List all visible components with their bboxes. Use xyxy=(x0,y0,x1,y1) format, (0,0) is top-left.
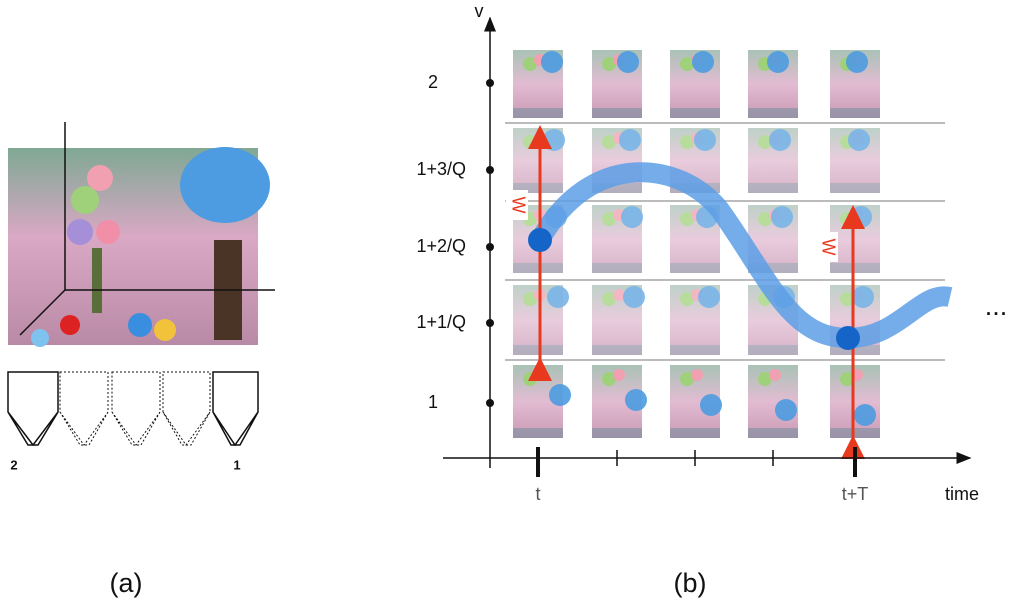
y-tick-dot xyxy=(486,79,494,87)
x-label: t+T xyxy=(842,484,869,504)
thumb-ball xyxy=(692,51,714,73)
thumbnail xyxy=(592,50,642,118)
y-label: 1+1/Q xyxy=(416,312,466,332)
thumb-floor xyxy=(748,428,798,438)
thumbnail xyxy=(830,50,880,118)
thumb-floor xyxy=(592,345,642,355)
x-axis-label: time xyxy=(945,484,979,504)
caption: (b) xyxy=(674,568,707,598)
thumb-ball xyxy=(694,129,716,151)
thumb-ball xyxy=(767,51,789,73)
thumb-floor xyxy=(592,428,642,438)
thumb-ball xyxy=(698,286,720,308)
thumbnail xyxy=(670,285,720,355)
thumb-floor xyxy=(592,108,642,118)
thumbnail xyxy=(748,128,798,193)
camera-label: 2 xyxy=(10,457,17,472)
continuation: ... xyxy=(985,291,1008,321)
thumb-ball xyxy=(547,286,569,308)
thumb-ball xyxy=(541,51,563,73)
thumb-ball xyxy=(848,129,870,151)
thumbnail xyxy=(513,50,563,118)
thumbnail xyxy=(748,365,798,438)
thumbnail xyxy=(670,365,722,438)
thumbnail xyxy=(670,50,720,118)
thumb-floor xyxy=(830,183,880,193)
thumb-floor xyxy=(592,263,642,273)
thumb-ball xyxy=(619,129,641,151)
thumbnail xyxy=(592,285,645,355)
thumb-floor xyxy=(748,345,798,355)
thumb-balloon xyxy=(769,369,781,381)
view-point xyxy=(528,228,552,252)
thumb-ball xyxy=(771,206,793,228)
y-tick-dot xyxy=(486,166,494,174)
thumb-balloon xyxy=(534,369,546,381)
thumb-floor xyxy=(513,108,563,118)
cameras xyxy=(8,372,258,445)
window-label: W xyxy=(818,239,838,256)
thumb-floor xyxy=(513,345,563,355)
thumb-floor xyxy=(670,345,720,355)
thumbnail xyxy=(830,128,880,193)
window-label: W xyxy=(508,197,528,214)
thumb-floor xyxy=(670,428,720,438)
thumb-floor xyxy=(748,108,798,118)
thumb-floor xyxy=(670,263,720,273)
y-label: 1+2/Q xyxy=(416,236,466,256)
thumb-ball xyxy=(621,206,643,228)
thumb-floor xyxy=(513,263,563,273)
y-label: 1+3/Q xyxy=(416,159,466,179)
thumbnail xyxy=(748,50,798,118)
x-label: t xyxy=(535,484,540,504)
scene-image xyxy=(8,147,270,347)
thumb-ball xyxy=(549,384,571,406)
thumbnail xyxy=(592,205,643,273)
y-axis-label: v xyxy=(475,1,484,21)
thumb-ball xyxy=(769,129,791,151)
thumb-ball xyxy=(700,394,722,416)
thumb-floor xyxy=(670,108,720,118)
thumb-ball xyxy=(625,389,647,411)
y-label: 2 xyxy=(428,72,438,92)
thumbnail xyxy=(830,365,880,438)
caption: (a) xyxy=(110,568,143,598)
thumb-floor xyxy=(830,263,880,273)
y-label: 1 xyxy=(428,392,438,412)
thumb-ball xyxy=(854,404,876,426)
x-ticks xyxy=(538,447,855,477)
thumb-ball xyxy=(617,51,639,73)
thumb-floor xyxy=(830,428,880,438)
thumbnail xyxy=(513,365,571,438)
thumb-ball xyxy=(775,399,797,421)
thumb-floor xyxy=(830,108,880,118)
thumbnail xyxy=(592,365,647,438)
y-tick-dot xyxy=(486,399,494,407)
figure: 2 1 (a) W W v 2 1+3/Q 1+2/Q 1+1/Q 1 t t+T ti… xyxy=(0,0,1020,607)
y-tick-dot xyxy=(486,243,494,251)
thumb-ball xyxy=(852,286,874,308)
thumb-balloon xyxy=(691,369,703,381)
thumb-balloon xyxy=(613,369,625,381)
thumb-ball xyxy=(623,286,645,308)
thumb-floor xyxy=(748,183,798,193)
thumb-floor xyxy=(513,428,563,438)
thumb-ball xyxy=(846,51,868,73)
thumb-ball xyxy=(543,129,565,151)
y-tick-dot xyxy=(486,319,494,327)
page: {"panel_a": {"camera_labels": ["2", "1"]… xyxy=(0,0,1020,607)
camera-label: 1 xyxy=(233,457,240,472)
view-point xyxy=(836,326,860,350)
